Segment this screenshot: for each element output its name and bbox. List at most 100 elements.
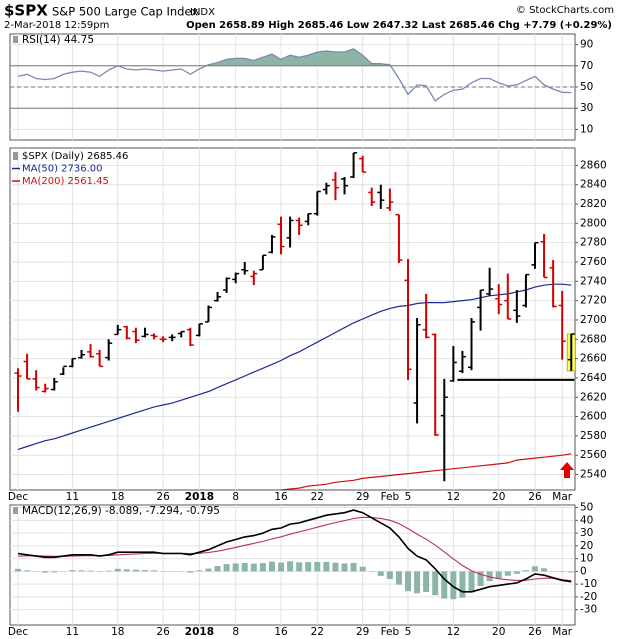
histogram-bar — [414, 571, 421, 594]
legend-label: MA(50) 2736.00 — [22, 164, 103, 175]
y-tick-label: 2760 — [580, 256, 607, 268]
histogram-bar — [250, 563, 257, 572]
y-tick-label: -20 — [580, 591, 597, 603]
y-tick-label: 2600 — [580, 411, 607, 423]
y-tick-label: 2680 — [580, 333, 607, 345]
macd-title: MACD(12,26,9) -8.089, -7.294, -0.795 — [22, 505, 220, 517]
x-tick-label: 26 — [528, 626, 542, 638]
x-tick-label: Dec — [8, 491, 29, 503]
histogram-bar — [105, 570, 112, 572]
histogram-bar — [432, 571, 439, 596]
histogram-bar — [51, 571, 58, 573]
y-tick-label: 0 — [580, 565, 587, 577]
y-tick-label: 2640 — [580, 372, 607, 384]
histogram-bar — [114, 568, 121, 572]
x-tick-label: 2018 — [185, 491, 214, 503]
y-tick-label: 70 — [580, 60, 593, 72]
x-tick-label: 2018 — [185, 626, 214, 638]
x-tick-label: 5 — [405, 626, 412, 638]
moving-average — [17, 283, 572, 450]
histogram-bar — [341, 563, 348, 572]
histogram-bar — [15, 568, 21, 572]
symbol: $SPX — [4, 2, 48, 20]
histogram-bar — [259, 563, 266, 572]
y-tick-label: 30 — [580, 102, 593, 114]
panel — [10, 34, 575, 140]
histogram-bar — [151, 570, 158, 572]
histogram-bar — [268, 561, 275, 572]
histogram-bar — [495, 571, 502, 579]
x-tick-label: 8 — [232, 491, 239, 503]
datetime: 2-Mar-2018 12:59pm — [4, 20, 109, 31]
y-tick-label: 2740 — [580, 275, 607, 287]
y-tick-label: 30 — [580, 527, 593, 539]
x-tick-label: 16 — [274, 491, 288, 503]
credit: © StockCharts.com — [516, 5, 614, 16]
histogram-bar — [359, 566, 366, 572]
histogram-bar — [459, 571, 466, 598]
legend-label: MA(200) 2561.45 — [22, 176, 109, 187]
x-tick-label: 26 — [156, 491, 170, 503]
y-tick-label: -10 — [580, 578, 597, 590]
histogram-bar — [486, 571, 493, 582]
x-tick-label: Feb — [381, 491, 400, 503]
histogram-bar — [423, 571, 430, 593]
macd-line — [17, 516, 572, 582]
histogram-bar — [395, 571, 402, 585]
x-tick-label: 26 — [156, 626, 170, 638]
histogram-bar — [559, 571, 566, 573]
panel — [10, 505, 575, 625]
legend-label: $SPX (Daily) 2685.46 — [22, 151, 128, 162]
histogram-bar — [196, 570, 203, 572]
histogram-bar — [441, 571, 448, 599]
histogram-bar — [513, 571, 520, 574]
histogram-bar — [332, 562, 339, 572]
x-tick-label: 12 — [447, 491, 460, 503]
x-tick-label: Dec — [8, 626, 29, 638]
quote: Open 2658.89 High 2685.46 Low 2647.32 La… — [186, 20, 612, 31]
histogram-bar — [132, 569, 139, 572]
y-tick-label: 10 — [580, 553, 593, 565]
x-tick-label: 8 — [232, 626, 239, 638]
histogram-bar — [78, 570, 85, 572]
y-tick-label: 2540 — [580, 469, 607, 481]
y-tick-label: 2720 — [580, 295, 607, 307]
histogram-bar — [405, 571, 412, 592]
histogram-bar — [350, 562, 357, 572]
y-tick-label: 50 — [580, 502, 593, 514]
histogram-bar — [522, 570, 529, 572]
histogram-bar — [278, 562, 285, 572]
rsi-title: RSI(14) 44.75 — [22, 34, 94, 46]
histogram-bar — [141, 570, 148, 572]
histogram-bar — [305, 562, 312, 572]
exchange: INDX — [190, 7, 215, 18]
histogram-bar — [296, 562, 303, 572]
histogram-bar — [205, 568, 212, 572]
histogram-bar — [42, 571, 49, 573]
macd-line — [17, 509, 572, 593]
y-tick-label: 2620 — [580, 391, 607, 403]
histogram-bar — [477, 571, 484, 587]
y-tick-label: 90 — [580, 39, 593, 51]
y-tick-label: 2700 — [580, 314, 607, 326]
security-name: S&P 500 Large Cap Index — [52, 5, 198, 19]
x-tick-label: 11 — [66, 626, 79, 638]
x-tick-label: 12 — [447, 626, 460, 638]
histogram-bar — [386, 571, 393, 580]
histogram-bar — [214, 566, 221, 572]
x-tick-label: 29 — [356, 626, 369, 638]
histogram-bar — [87, 570, 94, 572]
x-tick-label: 18 — [111, 626, 124, 638]
x-tick-label: 20 — [492, 491, 505, 503]
legend-icon — [13, 152, 18, 160]
y-tick-label: 2860 — [580, 159, 607, 171]
x-tick-label: 18 — [111, 491, 124, 503]
panel — [10, 148, 575, 490]
y-tick-label: 2780 — [580, 237, 607, 249]
y-tick-label: 2840 — [580, 179, 607, 191]
x-tick-label: 11 — [66, 491, 79, 503]
histogram-bar — [287, 561, 294, 572]
up-arrow — [560, 462, 574, 478]
y-tick-label: 10 — [580, 123, 593, 135]
